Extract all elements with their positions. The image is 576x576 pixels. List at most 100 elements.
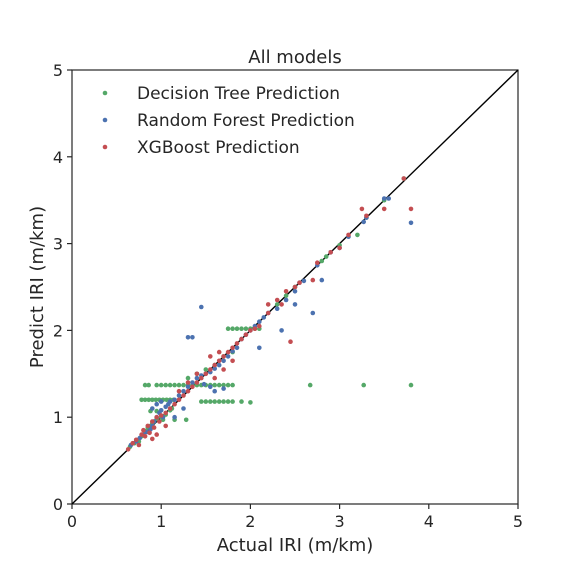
scatter-point [292,289,298,294]
x-tick-label: 4 [424,512,434,531]
scatter-point [283,293,289,299]
scatter-point [146,382,151,388]
scatter-point [243,332,249,338]
scatter-point [181,388,186,394]
scatter-point [230,345,235,351]
scatter-point [190,384,195,390]
scatter-point [225,349,231,355]
scatter-point [230,399,235,404]
scatter-point [150,436,155,442]
y-tick-label: 0 [53,495,63,514]
scatter-point [146,397,151,403]
scatter-point [139,397,144,403]
scatter-point [307,382,313,388]
scatter-point [154,382,159,388]
scatter-point [221,367,226,372]
scatter-point [185,335,191,340]
scatter-point [292,302,298,307]
scatter-point [310,277,316,283]
scatter-point [181,393,186,398]
legend-label: XGBoost Prediction [137,138,300,158]
legend-label: Decision Tree Prediction [137,84,340,104]
x-tick-label: 0 [67,512,77,531]
scatter-point [203,399,209,404]
scatter-point [279,328,284,333]
x-tick-label: 5 [513,512,523,531]
scatter-point [185,388,191,394]
scatter-point [364,213,369,219]
scatter-point [212,388,217,394]
scatter-point [185,380,191,385]
points-layer [125,176,414,452]
scatter-point [225,382,231,388]
scatter-point [225,354,231,359]
scatter-point [216,399,222,404]
scatter-point [154,414,159,420]
legend-label: Random Forest Prediction [137,111,355,131]
y-tick-label: 3 [53,235,63,254]
scatter-point [185,375,191,381]
scatter-point [153,397,159,403]
scatter-point [239,399,244,404]
series-3-points [125,176,414,452]
y-tick-label: 5 [53,61,63,80]
scatter-point [163,423,168,429]
scatter-point [147,430,152,436]
scatter-point [283,289,289,294]
scatter-point [401,176,407,181]
scatter-point [310,310,316,316]
scatter-point [201,381,207,387]
scatter-point [157,419,162,424]
scatter-point [221,386,226,391]
scatter-point [142,382,148,388]
scatter-point [292,284,298,290]
x-tick-label: 2 [245,512,255,531]
legend-marker [102,117,108,123]
scatter-point [221,358,226,364]
scatter-point [225,399,231,404]
scatter-point [190,335,195,340]
scatter-point [208,399,213,404]
scatter-point [176,393,182,398]
x-axis-title: Actual IRI (m/km) [217,535,374,556]
scatter-point [130,440,135,446]
y-tick-label: 1 [53,408,63,427]
scatter-point [234,326,240,332]
scatter-point [361,219,367,225]
scatter-point [199,375,204,381]
scatter-point [203,367,209,372]
scatter-point [208,384,213,390]
scatter-point [141,427,146,433]
scatter-point [248,400,253,405]
scatter-point [212,399,217,404]
scatter-point [283,297,289,303]
scatter-point [225,326,231,332]
scatter-point [265,310,271,316]
scatter-point [261,315,267,320]
scatter-point [337,245,342,251]
x-tick-label: 1 [156,512,166,531]
scatter-point [239,336,244,342]
scatter-point [257,323,262,329]
scatter-point [150,397,155,403]
scatter-point [164,397,169,403]
scatter-point [319,277,325,283]
scatter-point [199,399,204,404]
scatter-point [136,442,142,448]
x-tick-label: 3 [335,512,345,531]
scatter-point [230,348,235,354]
scatter-point [194,371,200,377]
scatter-point [154,401,159,407]
scatter-point [172,397,177,403]
scatter-point [301,278,307,284]
y-tick-label: 4 [53,148,63,167]
scatter-point [176,382,182,388]
scatter-point [257,345,262,351]
scatter-point [208,367,213,372]
scatter-point [252,326,258,332]
scatter-point [154,432,159,437]
scatter-point [167,399,173,404]
scatter-point [230,326,235,332]
legend: Decision Tree Prediction Random Forest Pr… [102,84,355,158]
scatter-point [361,382,367,388]
